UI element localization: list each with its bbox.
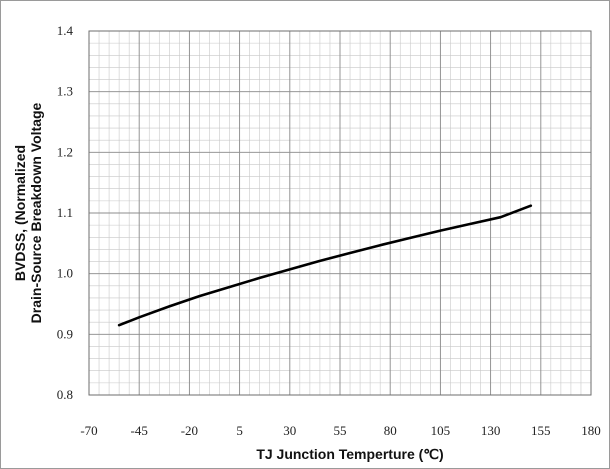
plot-area-border xyxy=(88,30,592,396)
y-axis-title-line-2: Drain-Source Breakdown Voltage xyxy=(28,102,44,323)
x-tick-label: 80 xyxy=(384,423,397,438)
x-axis-title: TJ Junction Temperture (℃) xyxy=(256,446,443,462)
y-tick-label: 0.8 xyxy=(57,387,73,402)
y-axis-title: BVDSS, (Normalized Drain-Source Breakdow… xyxy=(12,102,44,323)
y-tick-labels: 0.8 0.9 1.0 1.1 1.2 1.3 1.4 xyxy=(57,23,74,402)
x-tick-label: 30 xyxy=(283,423,296,438)
y-axis-title-line-1: BVDSS, (Normalized xyxy=(12,145,28,281)
x-tick-label: 105 xyxy=(431,423,451,438)
x-tick-label: 130 xyxy=(481,423,501,438)
y-tick-label: 0.9 xyxy=(57,326,73,341)
x-tick-label: 55 xyxy=(334,423,347,438)
y-tick-label: 1.1 xyxy=(57,205,73,220)
x-tick-label: 180 xyxy=(581,423,601,438)
y-tick-label: 1.4 xyxy=(57,23,74,38)
x-tick-label: -20 xyxy=(181,423,198,438)
x-tick-label: 155 xyxy=(531,423,551,438)
x-tick-label: -45 xyxy=(131,423,148,438)
y-tick-label: 1.0 xyxy=(57,266,73,281)
x-tick-labels: -70 -45 -20 5 30 55 80 105 130 155 180 xyxy=(80,423,600,438)
series-layer xyxy=(117,204,533,327)
major-grid xyxy=(88,30,592,396)
y-tick-label: 1.3 xyxy=(57,84,73,99)
series-line-0 xyxy=(117,204,533,327)
x-tick-label: 5 xyxy=(236,423,243,438)
y-tick-label: 1.2 xyxy=(57,144,73,159)
x-tick-label: -70 xyxy=(80,423,97,438)
